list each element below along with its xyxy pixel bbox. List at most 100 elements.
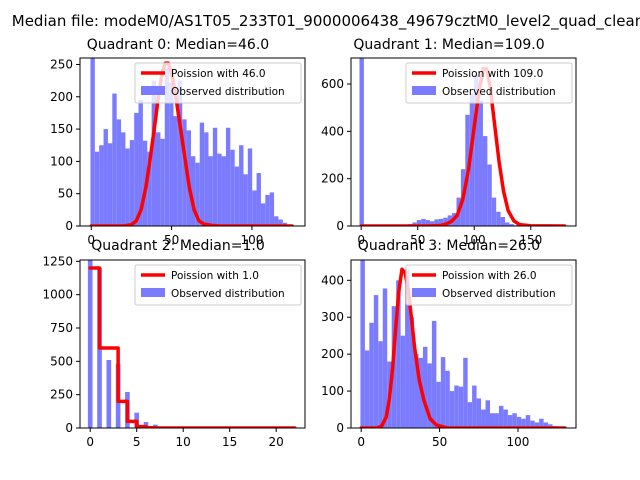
histogram-bar [121,132,126,226]
legend-q2: Poission with 1.0 Observed distribution [134,264,302,306]
histogram-bar [504,222,510,226]
poisson-curve [359,267,567,428]
histogram-bar [534,422,540,428]
histogram-bar [195,162,200,226]
y-tick-label: 400 [321,273,344,287]
legend-q0: Poission with 46.0 Observed distribution [134,62,302,104]
histogram-bar [112,93,117,226]
histogram-bar [360,260,365,428]
histogram-bar [239,145,244,226]
histogram-bar [225,127,231,226]
histogram-bar [467,402,473,428]
y-tick-label: 600 [321,77,344,91]
x-tick-label: 100 [507,435,530,449]
histogram-bar [221,156,226,226]
histogram-bar [438,218,444,226]
histogram-bar [169,82,174,226]
histogram-bar [458,386,464,428]
histogram-bar [476,398,482,428]
histogram-bar [422,346,428,428]
x-tick-label: 5 [133,435,141,449]
legend-bar-swatch [412,288,436,297]
histogram-bar [359,58,364,226]
histogram-bar [503,409,508,428]
histogram-bar [434,219,439,226]
panel-quadrant-0: Quadrant 0: Median=46.0 0 50 100 0 50 100 150 2… [50,37,306,247]
histogram-bar [138,100,143,226]
histogram-bar [90,58,95,226]
histogram-bar [396,280,401,428]
histogram-bar [373,295,379,428]
legend-q1: Poission with 109.0 Observed distributio… [405,62,573,104]
histogram-bar [421,218,426,226]
histogram-bar [478,100,483,226]
y-tick-label: 0 [65,219,73,233]
histogram-bar [482,136,488,226]
panel-quadrant-1: Quadrant 1: Median=109.0 0 50 100 150 0 200 40… [321,37,577,247]
y-tick-label: 0 [336,421,344,435]
histogram-bar [134,112,139,226]
histogram-bar [99,145,104,226]
histogram-bar [487,164,492,226]
panel-quadrant-2: Quadrant 2: Median=1.0 0 5 10 15 20 0 250 500 75… [42,238,306,449]
axes-frame-q1 [350,57,577,227]
histogram-bar [414,354,419,428]
histogram-bar [190,156,196,226]
histogram-bar [208,156,213,226]
histogram-bar [103,129,108,226]
histogram-bar [491,197,497,226]
y-tick-label: 500 [50,354,73,368]
histogram-bar [156,132,161,226]
axes-spines [350,259,577,429]
histogram-bar [247,148,253,226]
x-tick-label: 100 [241,233,264,247]
histogram-bar [256,173,261,226]
axes-frame-q3 [350,259,577,429]
histogram-bar [94,151,100,226]
histogram-bar [481,409,486,428]
histogram-bar [230,149,235,226]
histogram-bar [369,322,374,428]
histogram-bar [498,405,504,428]
histogram-bar [173,116,178,226]
legend-label-observed: Observed distribution [442,86,556,98]
legend-bar-swatch [141,86,165,95]
histogram-bar [516,416,522,428]
legend-label-poisson: Poission with 26.0 [442,270,537,282]
histogram-bar [274,216,279,226]
histogram-bar [204,132,209,226]
y-tick-label: 250 [50,57,73,71]
y-tick-label: 400 [321,124,344,138]
histogram-bar [494,413,499,428]
histogram-bar [539,418,544,428]
histogram-bar [400,335,406,428]
x-tick-label: 50 [164,233,179,247]
histogram-bar [454,385,459,428]
histogram-bar [548,424,553,428]
histogram-bar [116,119,122,226]
histogram-bar [412,222,417,226]
legend-box [134,264,302,306]
x-tick-label: 150 [519,233,542,247]
histogram-bar [151,80,157,226]
y-tick-label: 50 [58,187,73,201]
legend-label-observed: Observed distribution [442,288,556,300]
histogram-bar [512,413,517,428]
histogram-bar [182,119,187,226]
axes-spines [79,57,306,227]
histogram-bar [500,217,505,226]
x-tick-label: 20 [269,435,284,449]
histogram-bar [243,174,248,226]
histogram-bar [485,400,490,428]
legend-box [134,62,302,104]
histogram-bar [445,370,450,428]
x-tick-label: 0 [86,435,94,449]
histogram-bar [463,357,468,428]
axis-ticks-q1: 0 50 100 150 0 200 400 600 [321,77,542,247]
histogram-bar [543,422,549,428]
legend-label-poisson: Poission with 109.0 [442,68,543,80]
histogram-bar [234,166,240,226]
x-tick-label: 0 [87,233,95,247]
y-tick-label: 1250 [42,254,73,268]
histogram-bar [217,153,222,226]
